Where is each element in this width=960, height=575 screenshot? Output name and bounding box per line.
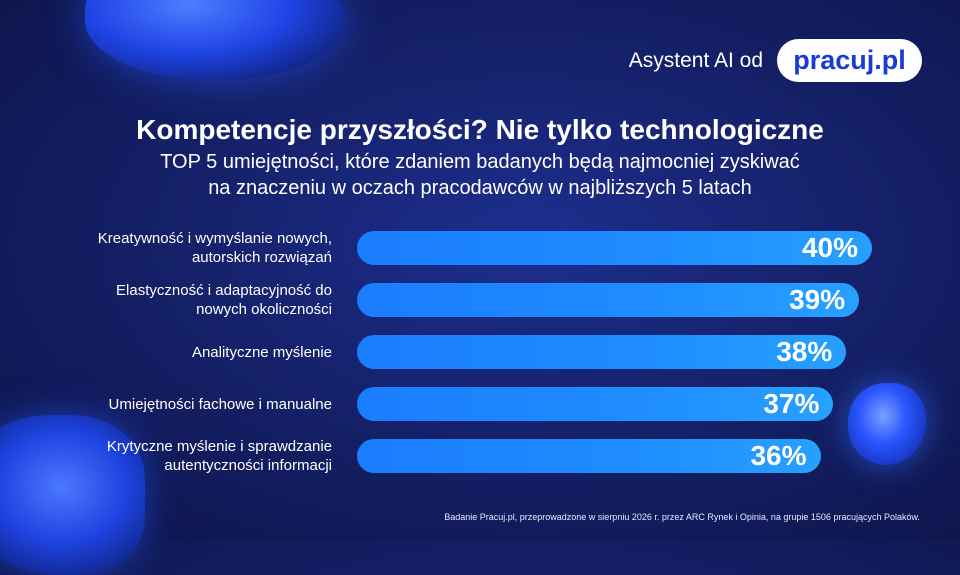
category-label-line: nowych okoliczności: [196, 301, 332, 318]
category-label: Krytyczne myślenie i sprawdzanie autentyc…: [12, 437, 332, 475]
category-label-line: Kreatywność i wymyślanie nowych,: [97, 230, 332, 247]
bar-value-label: 39%: [789, 284, 846, 315]
category-label-line: Elastyczność i adaptacyjność do: [116, 282, 332, 299]
bar: [357, 439, 821, 473]
category-label: Analityczne myślenie: [12, 343, 332, 362]
category-label-line: Analityczne myślenie: [191, 343, 332, 361]
category-label-line: Krytyczne myślenie i sprawdzanie: [106, 438, 332, 455]
category-label: Umiejętności fachowe i manualne: [12, 395, 332, 414]
chart-title: Kompetencje przyszłości? Nie tylko techn…: [136, 114, 824, 145]
pracuj-logo: pracuj.pl: [777, 39, 922, 82]
bar: [357, 335, 847, 369]
bar-value-label: 40%: [801, 232, 858, 263]
category-label: Kreatywność i wymyślanie nowych, autorski…: [12, 229, 332, 267]
category-label-line: autorskich rozwiązań: [191, 249, 332, 266]
chart-subtitle-line-2: na znaczeniu w oczach pracodawców w najb…: [208, 177, 752, 199]
category-label: Elastyczność i adaptacyjność do nowych ok…: [12, 281, 332, 319]
bar: [357, 283, 860, 317]
category-label-line: autentyczności informacji: [164, 457, 332, 474]
chart-subtitle-line-1: TOP 5 umiejętności, które zdaniem badany…: [160, 151, 800, 173]
brand-label: Asystent AI od: [628, 49, 763, 72]
decorative-blob-top: [85, 0, 345, 80]
category-label-line: Umiejętności fachowe i manualne: [108, 395, 332, 413]
bar-value-label: 38%: [776, 336, 833, 367]
bar-value-label: 36%: [750, 440, 807, 471]
bar: [357, 231, 872, 265]
decorative-blob-right: [848, 383, 926, 465]
bar-value-label: 37%: [763, 388, 820, 419]
chart-subtitle: TOP 5 umiejętności, które zdaniem badany…: [0, 149, 960, 201]
bar: [357, 387, 834, 421]
footnote: Badanie Pracuj.pl, przeprowadzone w sier…: [444, 512, 920, 522]
